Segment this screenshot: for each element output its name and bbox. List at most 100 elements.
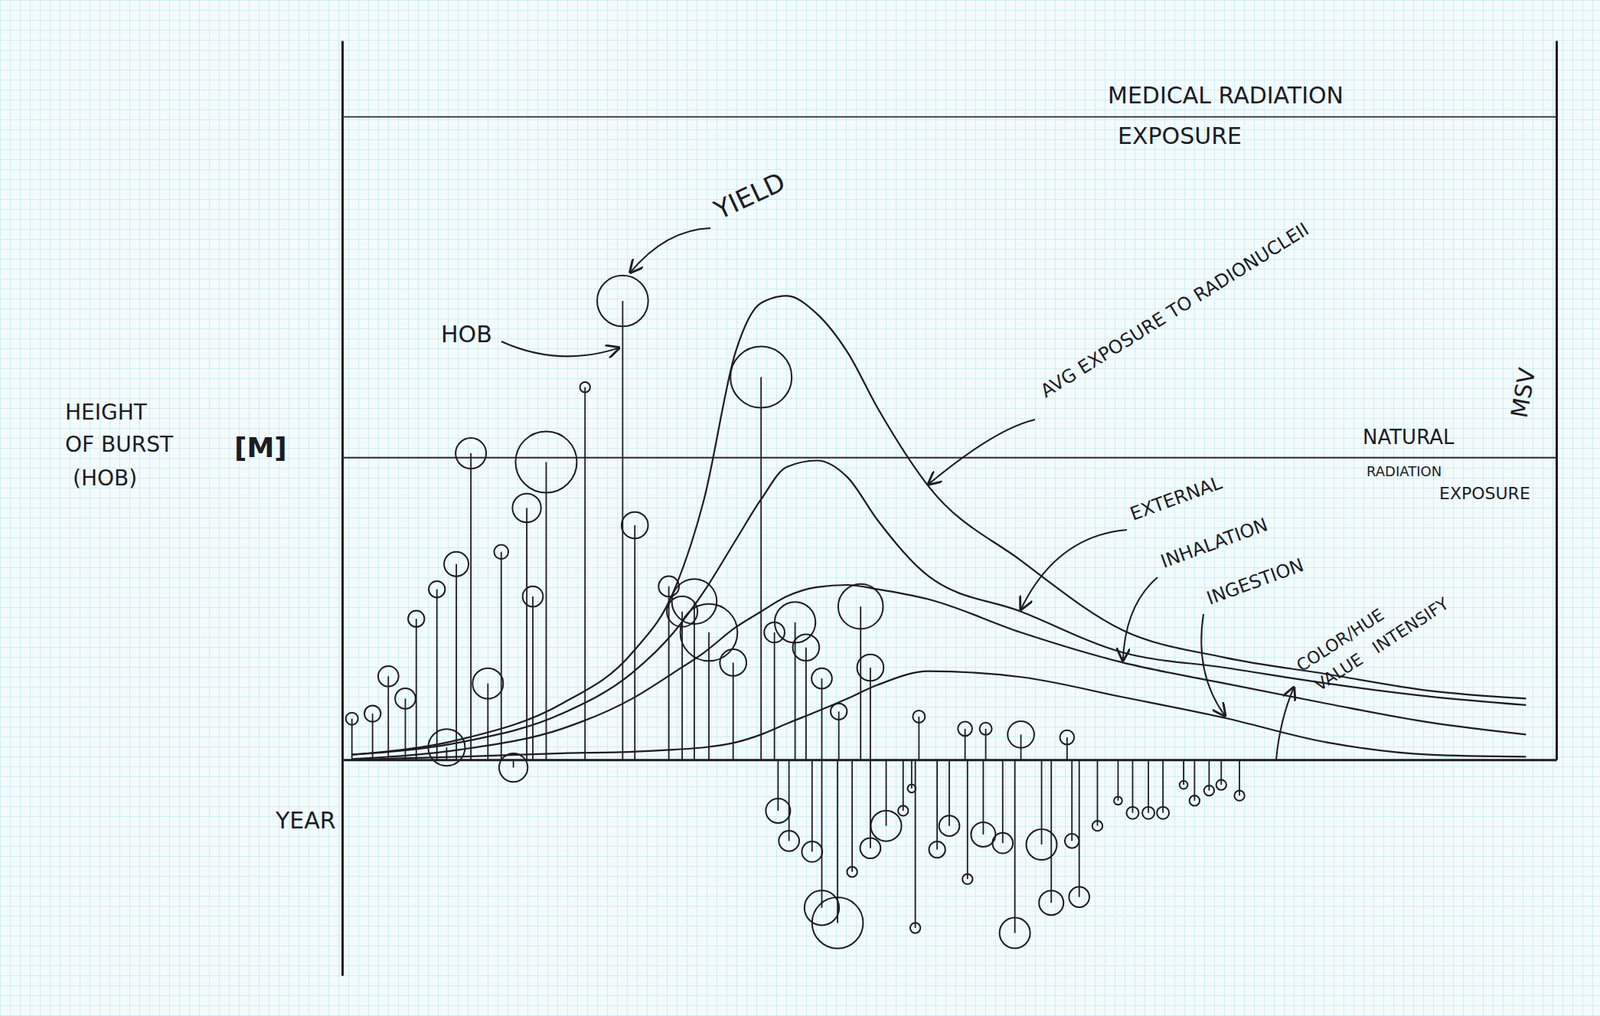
burst-yield bbox=[804, 890, 840, 925]
burst-yield bbox=[1204, 785, 1215, 796]
burst-stem bbox=[633, 525, 636, 760]
burst-yield bbox=[1113, 796, 1123, 805]
burst-stem bbox=[486, 683, 489, 761]
burst-stem bbox=[869, 759, 872, 849]
bursts bbox=[346, 275, 1245, 949]
burst-stem bbox=[914, 759, 917, 928]
burst-stem bbox=[851, 759, 853, 872]
burst-stem bbox=[821, 759, 823, 908]
annotation: HOB bbox=[440, 320, 493, 348]
burst-stem bbox=[732, 662, 735, 760]
burst-stem bbox=[966, 759, 969, 879]
exposure-curve bbox=[352, 460, 1527, 755]
burst-yield bbox=[1038, 890, 1064, 915]
y2-axis-part bbox=[1555, 41, 1558, 761]
burst-yield bbox=[1092, 820, 1103, 831]
burst-yield bbox=[910, 922, 921, 933]
burst-yield bbox=[992, 832, 1013, 854]
burst-stem bbox=[668, 586, 670, 760]
burst-yield bbox=[493, 544, 509, 559]
series-label: AVG EXPOSURE TO RADIONUCLEII bbox=[1036, 218, 1313, 402]
y-axis-part bbox=[341, 41, 344, 977]
reference-label: NATURAL bbox=[1362, 425, 1455, 449]
burst-stem bbox=[936, 759, 938, 849]
burst-yield bbox=[765, 798, 791, 823]
burst-stem bbox=[760, 377, 762, 761]
burst-yield bbox=[1064, 833, 1080, 849]
burst-stem bbox=[470, 453, 472, 760]
burst-stem bbox=[1132, 759, 1134, 814]
exposure-curve bbox=[352, 671, 1527, 761]
y-axis-title: (HOB) bbox=[72, 465, 138, 491]
burst-yield bbox=[962, 873, 973, 884]
burst-stem bbox=[525, 508, 528, 761]
annotation: VALUE bbox=[1311, 649, 1367, 695]
labels: HEIGHTOF BURST(HOB)[M]YEARMSVMEDICAL RAD… bbox=[65, 81, 1542, 834]
arrow bbox=[928, 419, 1036, 484]
burst-yield bbox=[979, 722, 993, 735]
burst-yield bbox=[846, 866, 857, 877]
burst-yield bbox=[838, 584, 884, 630]
burst-yield bbox=[499, 753, 528, 782]
y2-axis-title: MSV bbox=[1505, 365, 1542, 420]
reference-label: RADIATION bbox=[1366, 463, 1442, 480]
burst-yield bbox=[597, 275, 649, 327]
burst-stem bbox=[964, 728, 967, 760]
annotation-group: COLOR/HUEVALUEINTENSIFY bbox=[1293, 571, 1453, 698]
burst-yield bbox=[472, 668, 503, 699]
annotation: INTENSIFY bbox=[1368, 593, 1453, 657]
burst-stem bbox=[455, 564, 458, 760]
x-axis-title: YEAR bbox=[274, 806, 337, 834]
burst-yield bbox=[1216, 779, 1227, 790]
burst-yield bbox=[778, 830, 800, 852]
arrow bbox=[501, 341, 619, 356]
burst-yield bbox=[897, 805, 908, 816]
burst-yield bbox=[1189, 795, 1200, 806]
burst-stem bbox=[387, 675, 389, 760]
burst-stem bbox=[836, 759, 839, 923]
burst-yield bbox=[364, 705, 381, 722]
burst-stem bbox=[415, 618, 418, 760]
burst-stem bbox=[436, 589, 438, 761]
arrow bbox=[630, 228, 711, 273]
y-axis-title: OF BURST bbox=[65, 431, 174, 458]
burst-stem bbox=[681, 611, 683, 760]
burst-yield bbox=[730, 346, 792, 409]
burst-yield bbox=[999, 917, 1031, 949]
burst-yield bbox=[512, 493, 541, 523]
y2-axis bbox=[1556, 41, 1558, 761]
burst-stem bbox=[805, 647, 807, 761]
burst-yield bbox=[1126, 806, 1139, 820]
burst-yield bbox=[939, 815, 960, 836]
burst-yield bbox=[522, 586, 544, 608]
reference-line bbox=[342, 116, 1557, 118]
burst-stem bbox=[1117, 759, 1120, 801]
burst-stem bbox=[1220, 759, 1222, 785]
series-label: INHALATION bbox=[1157, 513, 1271, 572]
arrow bbox=[1021, 529, 1127, 610]
burst-yield bbox=[907, 783, 917, 793]
exposure-curve bbox=[352, 584, 1527, 759]
y-axis-unit: [M] bbox=[234, 431, 288, 464]
arrow bbox=[1123, 577, 1158, 660]
burst-stem bbox=[1097, 759, 1099, 826]
burst-stem bbox=[1162, 759, 1164, 814]
burst-yield bbox=[515, 431, 577, 493]
burst-yield bbox=[1068, 886, 1090, 908]
burst-yield bbox=[1156, 806, 1169, 820]
burst-stem bbox=[1078, 759, 1081, 897]
burst-stem bbox=[821, 678, 823, 760]
burst-yield bbox=[346, 712, 359, 725]
burst-stem bbox=[982, 759, 985, 835]
arrow bbox=[1276, 687, 1294, 760]
burst-yield bbox=[378, 666, 399, 687]
burst-yield bbox=[428, 581, 445, 598]
burst-yield bbox=[830, 703, 847, 720]
burst-stem bbox=[773, 632, 776, 760]
burst-yield bbox=[719, 649, 747, 676]
y-axis-title: HEIGHT bbox=[65, 399, 148, 425]
burst-stem bbox=[532, 596, 534, 760]
burst-yield bbox=[1060, 730, 1075, 745]
burst-stem bbox=[1014, 759, 1016, 933]
y-axis bbox=[342, 41, 343, 977]
